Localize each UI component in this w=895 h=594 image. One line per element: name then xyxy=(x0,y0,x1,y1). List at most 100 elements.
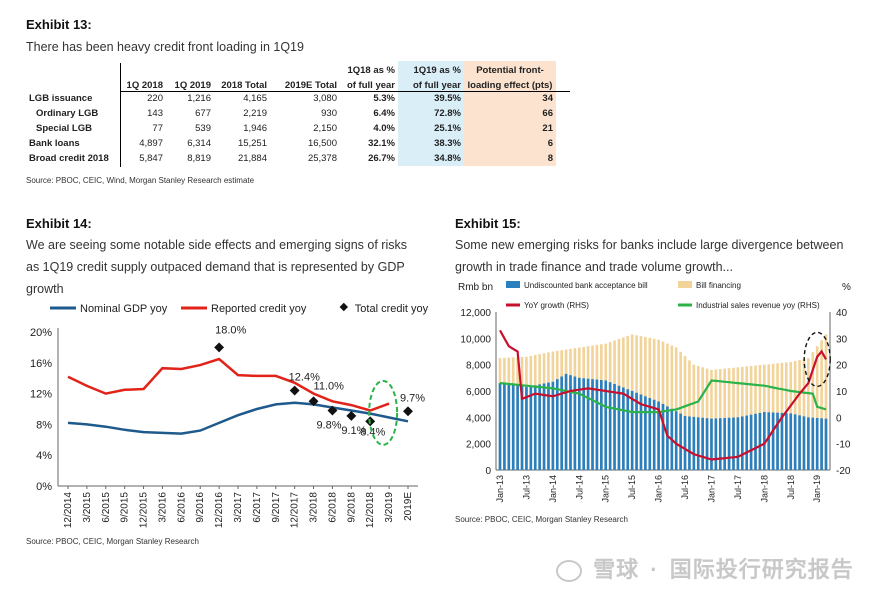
x-tick-label: Jul-17 xyxy=(733,475,743,500)
exhibit14-subtitle-line: We are seeing some notable side effects … xyxy=(26,238,407,252)
table-header-cell xyxy=(270,61,340,76)
watermark-left-text: 雪球 xyxy=(593,557,640,582)
table-row-label: LGB issuance xyxy=(29,93,93,104)
x-tick-label: 6/2016 xyxy=(176,492,187,523)
x-tick-label: 3/2017 xyxy=(233,492,244,523)
x-tick-label: 9/2016 xyxy=(195,492,206,523)
exhibit14-chart: Nominal GDP yoy Reported credit yoy Total … xyxy=(30,302,429,529)
x-tick-label: 9/2017 xyxy=(271,492,282,523)
left-y-tick-label: 0 xyxy=(485,466,491,477)
table-row: Special LGB 77 539 1,946 2,150 4.0% 25.1% 21 xyxy=(26,121,556,136)
highlight-ellipse xyxy=(368,379,399,446)
y-tick-label: 8% xyxy=(36,419,52,431)
acceptance-bill-bar xyxy=(807,417,810,470)
acceptance-bill-bar xyxy=(758,412,762,470)
acceptance-bill-bar xyxy=(617,385,621,470)
acceptance-bill-bar xyxy=(696,417,700,470)
table-cell: 66 xyxy=(464,106,556,121)
acceptance-bill-bar xyxy=(749,414,753,470)
acceptance-bill-bar xyxy=(622,387,625,470)
y-tick-label: 4% xyxy=(36,450,52,462)
x-tick-label: Jan-15 xyxy=(601,475,611,503)
x-tick-label: 2019E xyxy=(403,492,414,521)
acceptance-bill-bar xyxy=(525,387,528,470)
total-credit-marker xyxy=(346,410,357,421)
bill-financing-bar xyxy=(824,334,828,470)
table-cell: 72.8% xyxy=(398,106,464,121)
acceptance-bill-bar xyxy=(652,399,656,470)
left-y-tick-label: 8,000 xyxy=(466,361,491,372)
x-tick-label: 12/2014 xyxy=(63,492,74,529)
x-tick-label: 9/2015 xyxy=(120,492,131,523)
acceptance-bill-bar xyxy=(767,412,771,470)
acceptance-bill-bar xyxy=(608,382,612,470)
acceptance-bill-bar xyxy=(718,418,722,470)
left-y-tick-label: 2,000 xyxy=(466,440,491,451)
acceptance-bill-bar xyxy=(785,413,788,470)
acceptance-bill-bar xyxy=(740,416,744,470)
x-tick-label: Jan-16 xyxy=(654,475,664,503)
acceptance-bill-bar xyxy=(780,412,784,470)
bill-financing-bar xyxy=(679,351,682,470)
table-header-cell xyxy=(26,76,118,91)
acceptance-bill-bar xyxy=(815,417,819,470)
right-y-tick-label: 10 xyxy=(836,387,848,398)
exhibit15-subtitle-line: growth in trade finance and trade volume… xyxy=(455,260,733,274)
acceptance-bill-bar xyxy=(591,379,594,470)
acceptance-bill-bar xyxy=(498,383,502,470)
table-row-label: Bank loans xyxy=(29,138,80,149)
table-row: Ordinary LGB 143 677 2,219 930 6.4% 72.8% 66 xyxy=(26,106,556,121)
exhibit14-title: Exhibit 14: xyxy=(26,216,92,231)
exhibit15-subtitle: Some new emerging risks for banks includ… xyxy=(455,234,843,278)
table-cell: 39.5% xyxy=(398,91,464,106)
bill-financing-bar xyxy=(683,356,687,470)
table-row: Broad credit 2018 5,847 8,819 21,884 25,378 2… xyxy=(26,151,556,166)
table-cell: 220 xyxy=(147,93,163,104)
bill-financing-bar xyxy=(815,346,819,470)
table-cell: 1,946 xyxy=(243,123,267,134)
table-cell: 1,216 xyxy=(187,93,211,104)
table-header-rule xyxy=(120,91,570,92)
acceptance-bill-bar xyxy=(516,385,519,470)
acceptance-bill-bar xyxy=(595,379,599,470)
acceptance-bill-bar xyxy=(564,373,568,470)
table-cell: 4.0% xyxy=(373,123,395,134)
bill-financing-bar xyxy=(670,345,674,470)
table-cell: 3,080 xyxy=(313,93,337,104)
x-tick-label: Jul-13 xyxy=(521,475,531,500)
bill-financing-bar xyxy=(802,359,806,470)
table-cell: 26.7% xyxy=(368,153,395,164)
left-y-tick-label: 12,000 xyxy=(460,308,491,319)
x-tick-label: Jul-16 xyxy=(680,475,690,500)
table-cell: 25,378 xyxy=(307,153,337,164)
table-header-cell: Potential front- xyxy=(464,61,556,76)
legend-label: YoY growth (RHS) xyxy=(524,301,589,310)
x-tick-label: 3/2016 xyxy=(157,492,168,523)
series-line xyxy=(499,379,827,414)
acceptance-bill-bar xyxy=(648,398,652,470)
acceptance-bill-bar xyxy=(732,417,735,470)
exhibit13-title: Exhibit 13: xyxy=(26,17,92,32)
exhibit14-subtitle-line: growth xyxy=(26,282,64,296)
y-tick-label: 12% xyxy=(30,389,52,401)
table-cell: 4,897 xyxy=(139,138,163,149)
y-tick-label: 20% xyxy=(30,327,52,339)
right-y-tick-label: -20 xyxy=(836,466,851,477)
acceptance-bill-bar xyxy=(824,418,828,470)
table-cell: 5.3% xyxy=(373,93,395,104)
left-y-tick-label: 4,000 xyxy=(466,413,491,424)
acceptance-bill-bar xyxy=(600,380,603,470)
exhibit14-subtitle: We are seeing some notable side effects … xyxy=(26,234,407,300)
x-tick-label: Jul-18 xyxy=(786,475,796,500)
legend-swatch xyxy=(678,281,692,288)
right-axis-title: % xyxy=(842,282,851,293)
x-tick-label: Jul-14 xyxy=(574,475,584,500)
acceptance-bill-bar xyxy=(657,401,660,470)
x-tick-label: Jan-18 xyxy=(759,475,769,503)
total-credit-marker xyxy=(308,396,319,407)
table-header-cell: 1Q 2019 xyxy=(174,80,211,91)
left-axis-title: Rmb bn xyxy=(458,282,493,293)
table-header-cell: loading effect (pts) xyxy=(464,76,556,91)
total-credit-marker xyxy=(403,406,413,417)
acceptance-bill-bar xyxy=(763,412,766,470)
